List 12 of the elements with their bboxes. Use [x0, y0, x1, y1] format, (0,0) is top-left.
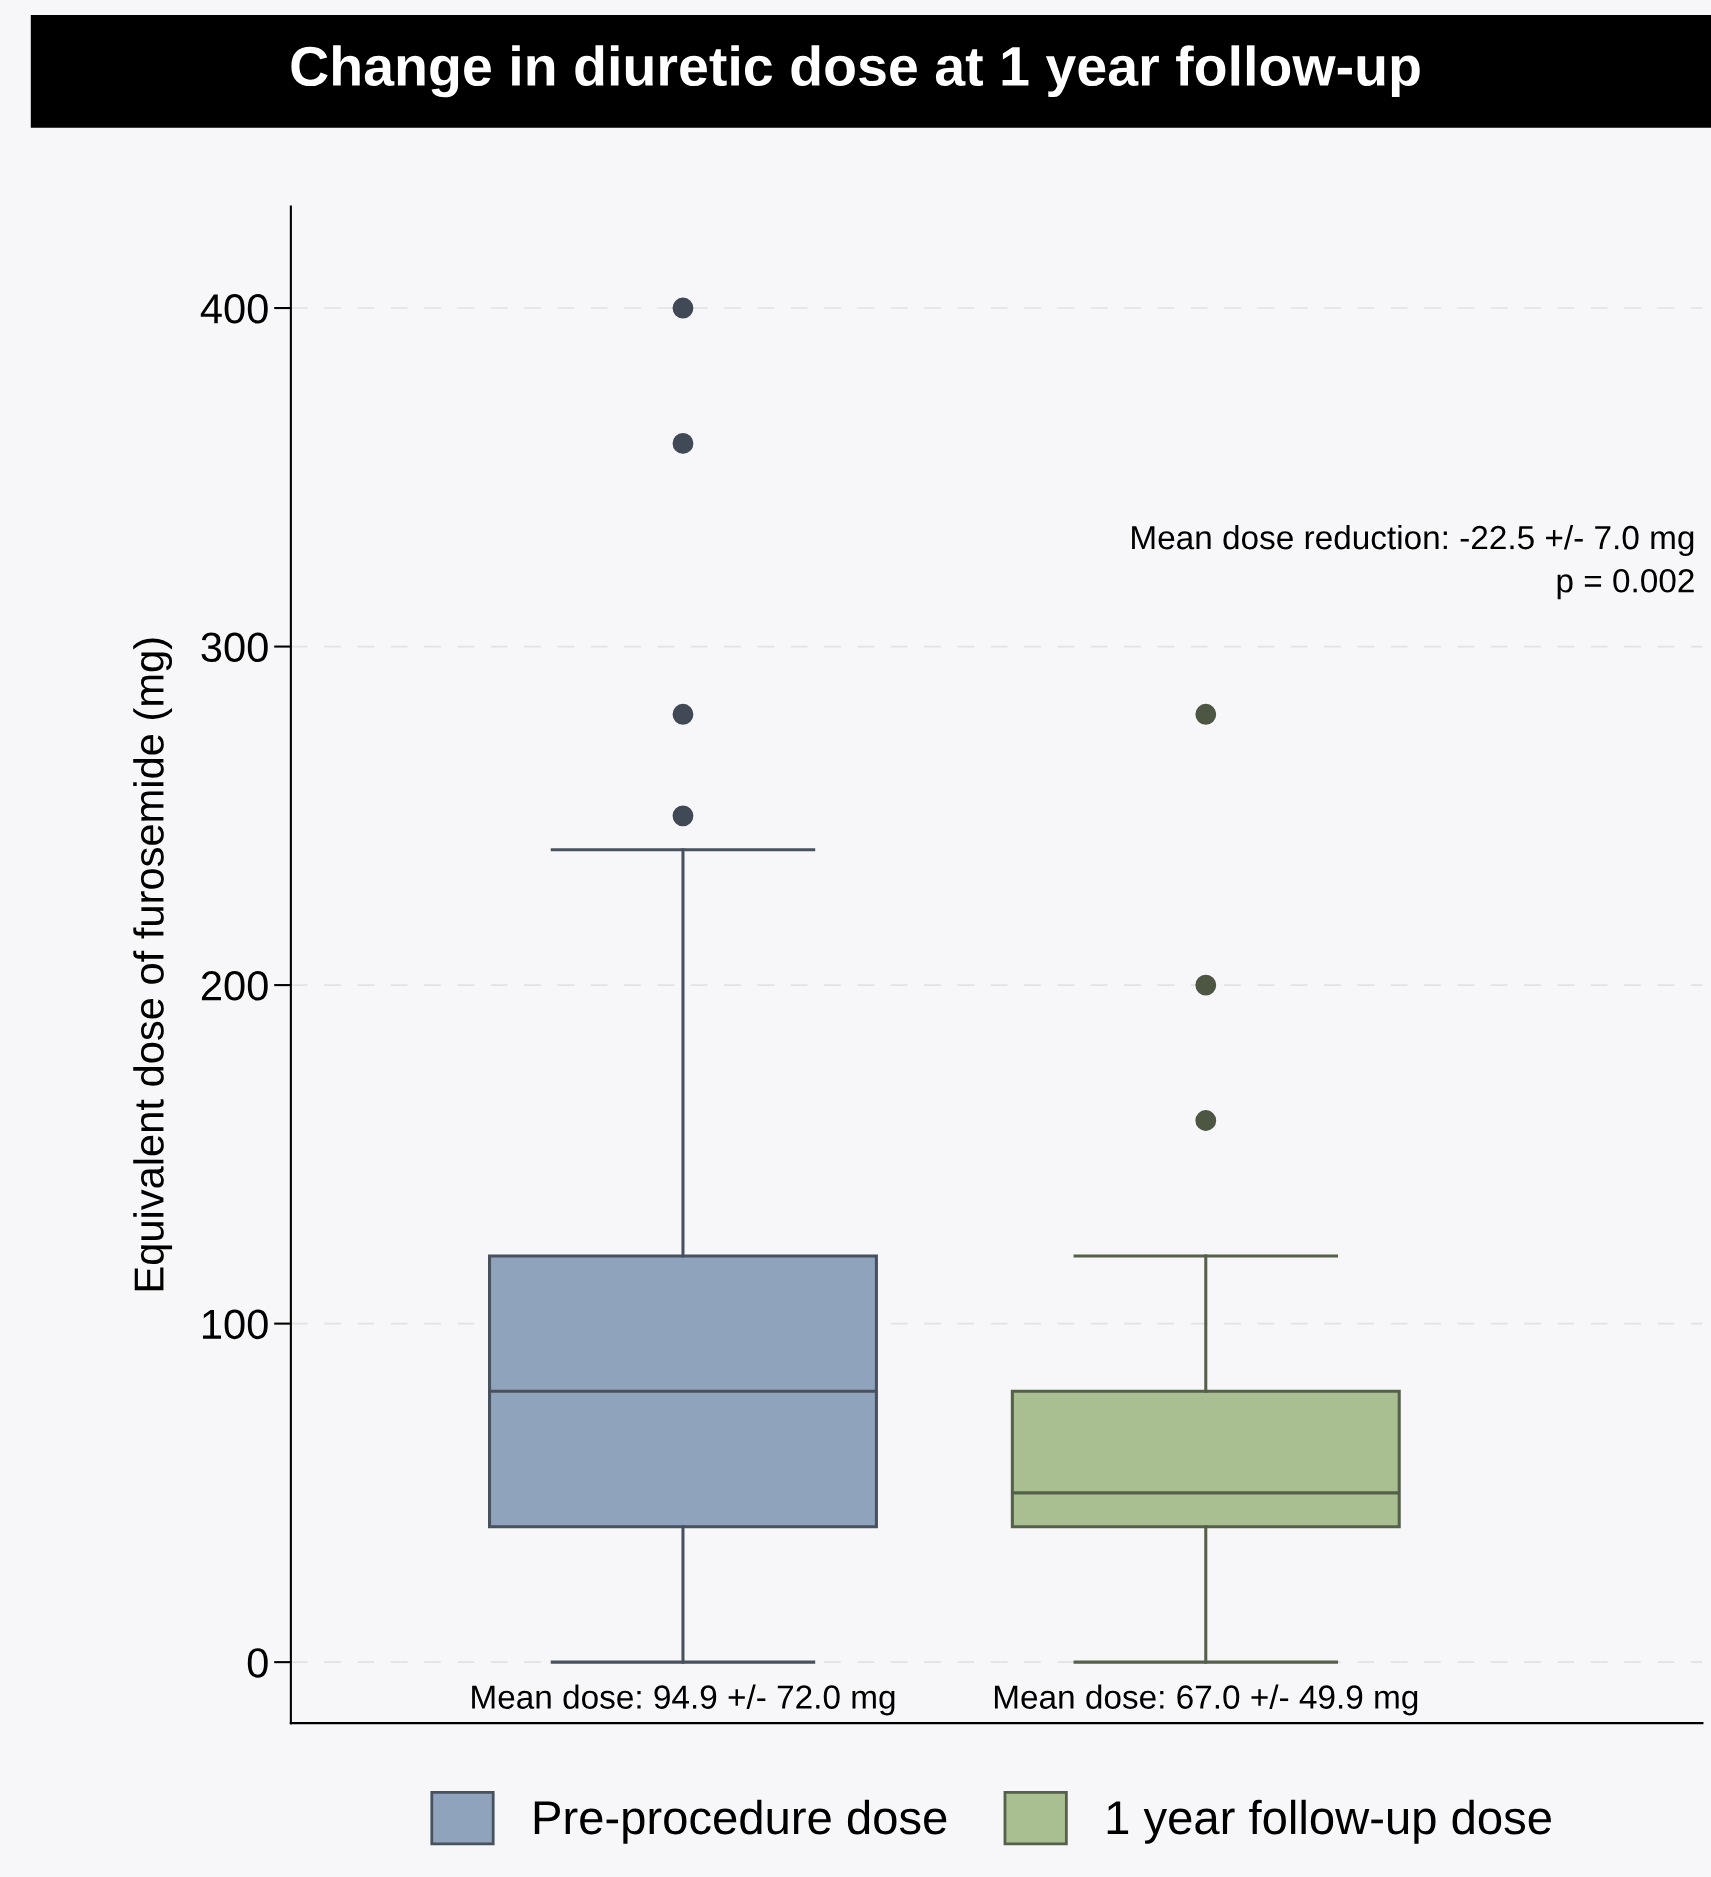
y-tick-label: 100 [203, 1309, 268, 1340]
chart-title: Change in diuretic dose at 1 year follow-up [291, 45, 1420, 98]
y-tick-label: 300 [201, 632, 268, 663]
y-tick-label: 0 [247, 1648, 268, 1678]
legend-label: 1 year follow-up dose [1107, 1799, 1551, 1844]
annotation: Mean dose: 94.9 +/- 72.0 mg [472, 1684, 895, 1716]
annotation: Mean dose: 67.0 +/- 49.9 mg [994, 1684, 1418, 1716]
legend-label: Pre-procedure dose [534, 1799, 947, 1844]
y-tick-label: 400 [200, 294, 268, 324]
y-tick-label: 200 [201, 971, 268, 1001]
y-axis-title: Equivalent dose of furosemide (mg) [133, 638, 173, 1291]
annotation: Mean dose reduction: -22.5 +/- 7.0 mg p = 0.002 [1132, 524, 1694, 600]
